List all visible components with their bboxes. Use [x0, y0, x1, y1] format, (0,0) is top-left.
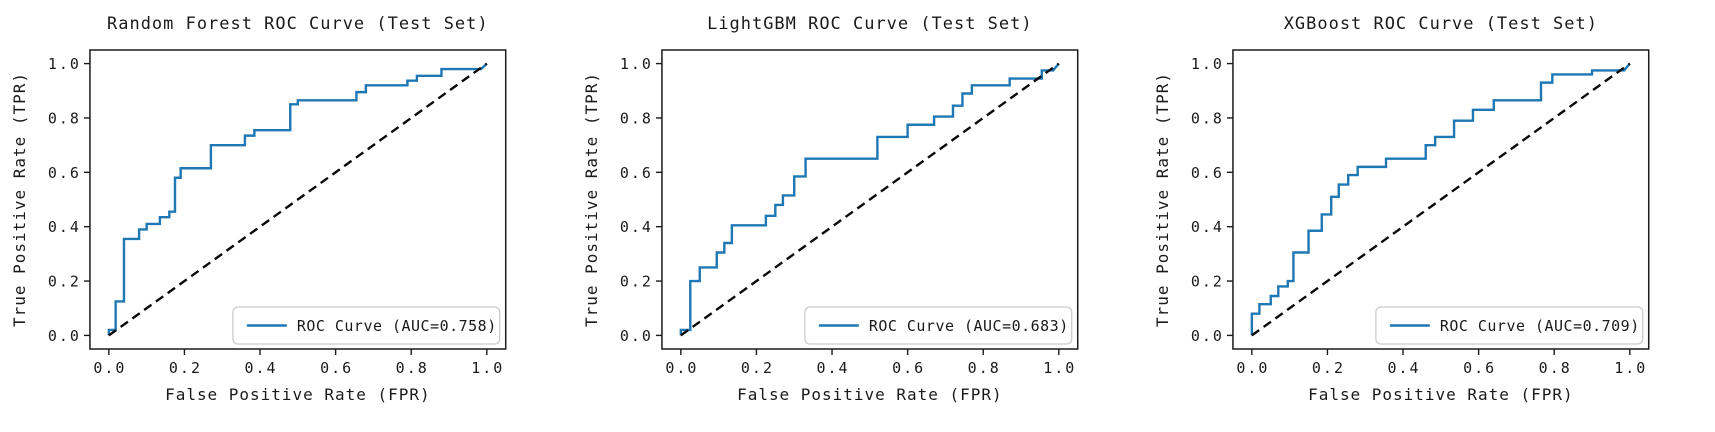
y-tick-label: 0.4 [48, 218, 81, 236]
roc-chart-svg-xgboost: 0.0 0.2 0.4 0.6 0.8 1.0 0.0 0.2 0.4 0.6 0.8 1.0 XGBo… [1153, 14, 1650, 404]
x-tick-label: 1.0 [1043, 359, 1076, 377]
x-tick-label: 0.2 [741, 359, 774, 377]
y-tick-label: 0.2 [48, 273, 81, 291]
legend-label: ROC Curve (AUC=0.758) [297, 317, 497, 335]
y-tick-label: 0.4 [620, 218, 653, 236]
roc-curve-line [679, 62, 1060, 336]
x-tick-label: 0.0 [1237, 359, 1270, 377]
x-tick-label: 0.4 [245, 359, 278, 377]
y-axis-label: True Positive Rate (TPR) [10, 72, 29, 327]
chart-title: LightGBM ROC Curve (Test Set) [707, 14, 1032, 34]
y-tick-label: 1.0 [620, 55, 653, 73]
y-tick-label: 0.8 [620, 109, 653, 127]
chart-xgboost: 0.0 0.2 0.4 0.6 0.8 1.0 0.0 0.2 0.4 0.6 0.8 1.0 XGBo… [1143, 0, 1715, 432]
plot-frame [1232, 49, 1650, 350]
y-tick-label: 0.6 [620, 164, 653, 182]
legend-label: ROC Curve (AUC=0.709) [1440, 317, 1640, 335]
y-tick-label: 0.0 [48, 327, 81, 345]
x-axis-label: False Positive Rate (FPR) [737, 385, 1003, 404]
y-tick-label: 0.6 [1191, 164, 1224, 182]
x-tick-label: 0.6 [892, 359, 925, 377]
chance-diagonal-line [1251, 62, 1631, 337]
x-tick-label: 0.6 [320, 359, 353, 377]
y-tick-label: 0.8 [48, 109, 81, 127]
plot-frame [660, 49, 1079, 350]
y-axis-label: True Positive Rate (TPR) [582, 72, 601, 327]
legend-box [803, 306, 1073, 345]
x-tick-label: 0.8 [396, 359, 429, 377]
x-tick-label: 0.2 [169, 359, 202, 377]
roc-curve-line [1250, 62, 1632, 336]
chart-title: XGBoost ROC Curve (Test Set) [1284, 14, 1598, 34]
roc-chart-svg-lightgbm: 0.0 0.2 0.4 0.6 0.8 1.0 0.0 0.2 0.4 0.6 0.8 1.0 Ligh… [582, 14, 1079, 404]
y-tick-label: 1.0 [48, 55, 81, 73]
x-axis-label: False Positive Rate (FPR) [1308, 385, 1574, 404]
x-tick-label: 1.0 [1615, 359, 1648, 377]
y-tick-label: 0.0 [620, 327, 653, 345]
y-tick-label: 0.0 [1191, 327, 1224, 345]
chance-diagonal-line [108, 62, 488, 337]
x-tick-label: 0.0 [665, 359, 698, 377]
y-tick-label: 0.6 [48, 164, 81, 182]
y-tick-label: 0.8 [1191, 109, 1224, 127]
chance-diagonal-line [679, 62, 1060, 337]
roc-chart-svg-random-forest: 0.0 0.2 0.4 0.6 0.8 1.0 0.0 0.2 0.4 0.6 0.8 1.0 Rand… [10, 14, 507, 404]
plot-frame [89, 49, 507, 350]
y-tick-label: 1.0 [1191, 55, 1224, 73]
x-axis-label: False Positive Rate (FPR) [165, 385, 431, 404]
legend-label: ROC Curve (AUC=0.683) [869, 317, 1069, 335]
x-tick-label: 0.8 [1539, 359, 1572, 377]
y-tick-label: 0.2 [620, 273, 653, 291]
chart-lightgbm: 0.0 0.2 0.4 0.6 0.8 1.0 0.0 0.2 0.4 0.6 0.8 1.0 Ligh… [572, 0, 1144, 432]
y-axis-label: True Positive Rate (TPR) [1153, 72, 1172, 327]
x-tick-label: 0.4 [1388, 359, 1421, 377]
x-tick-label: 0.0 [93, 359, 126, 377]
legend-box [1375, 306, 1644, 345]
x-tick-label: 0.8 [967, 359, 1000, 377]
roc-curve-line [107, 62, 488, 336]
y-tick-label: 0.4 [1191, 218, 1224, 236]
y-tick-label: 0.2 [1191, 273, 1224, 291]
x-tick-label: 0.6 [1463, 359, 1496, 377]
x-tick-label: 0.2 [1312, 359, 1345, 377]
chart-title: Random Forest ROC Curve (Test Set) [107, 14, 489, 34]
legend-box [232, 306, 501, 345]
chart-random-forest: 0.0 0.2 0.4 0.6 0.8 1.0 0.0 0.2 0.4 0.6 0.8 1.0 Rand… [0, 0, 572, 432]
x-tick-label: 1.0 [471, 359, 504, 377]
x-tick-label: 0.4 [816, 359, 849, 377]
